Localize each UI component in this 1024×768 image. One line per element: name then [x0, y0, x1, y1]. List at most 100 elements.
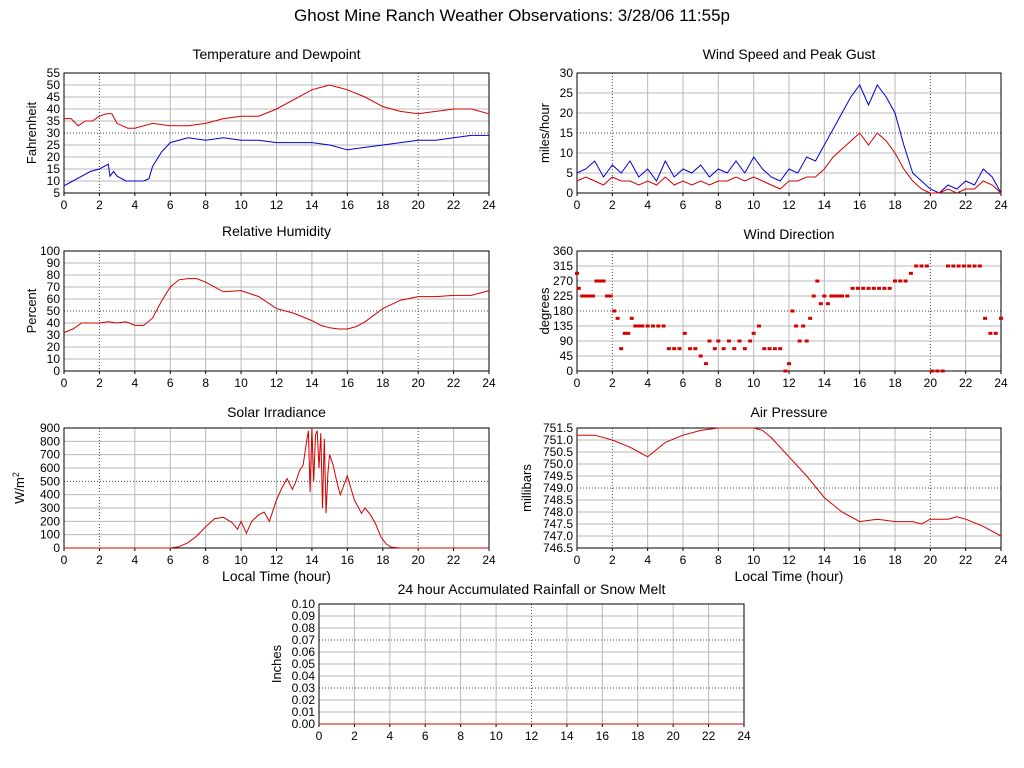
x-tick-label: 2: [96, 553, 103, 567]
wind-speed-ylabel: miles/hour: [537, 102, 552, 163]
x-tick-label: 8: [715, 198, 722, 212]
wind-direction-ylabel: degrees: [537, 287, 552, 334]
x-tick-label: 16: [853, 198, 867, 212]
wind-direction-point: [629, 316, 634, 320]
x-tick-label: 22: [959, 198, 973, 212]
y-tick-label: 0.06: [292, 645, 316, 659]
x-tick-label: 12: [270, 198, 284, 212]
x-tick-label: 18: [376, 553, 390, 567]
wind-direction-point: [661, 324, 666, 328]
wind-direction-point: [650, 324, 655, 328]
wind-direction-point: [767, 347, 772, 351]
wind-direction-point: [972, 264, 977, 268]
wind-direction-point: [893, 279, 897, 283]
wind-direction-point: [576, 286, 581, 290]
x-tick-label: 10: [234, 553, 248, 567]
x-tick-label: 4: [644, 553, 651, 567]
page-title: Ghost Mine Ranch Weather Observations: 3…: [294, 6, 730, 25]
wind-direction-point: [961, 264, 966, 268]
wind-direction-point: [587, 294, 592, 298]
wind-speed-series-0: [576, 84, 1002, 194]
x-tick-label: 12: [270, 553, 284, 567]
rainfall-chart: 24 hour Accumulated Rainfall or Snow Mel…: [269, 581, 751, 743]
humidity-title: Relative Humidity: [222, 223, 331, 239]
y-tick-label: 747.0: [543, 529, 573, 543]
y-tick-label: 749.0: [543, 481, 573, 495]
x-tick-label: 8: [202, 198, 209, 212]
wind-direction-point: [988, 331, 993, 335]
wind-direction-point: [682, 331, 687, 335]
x-tick-label: 6: [422, 729, 429, 743]
x-tick-label: 6: [680, 198, 687, 212]
wind-direction-point: [794, 324, 799, 328]
x-tick-label: 14: [305, 198, 319, 212]
wind-direction-title: Wind Direction: [743, 226, 834, 242]
wind-direction-point: [580, 294, 585, 298]
x-tick-label: 6: [680, 376, 687, 390]
wind-direction-point: [804, 339, 809, 343]
humidity-series-0: [63, 278, 490, 334]
y-tick-label: 200: [40, 514, 60, 528]
x-tick-label: 2: [96, 376, 103, 390]
y-tick-label: 0.00: [292, 717, 316, 731]
wind-direction-point: [999, 316, 1003, 320]
wind-direction-point: [619, 347, 624, 351]
x-tick-label: 4: [131, 376, 138, 390]
x-tick-label: 14: [818, 198, 832, 212]
y-tick-label: 225: [553, 289, 573, 303]
y-tick-label: 30: [560, 66, 574, 80]
y-tick-label: 748.0: [543, 505, 573, 519]
x-tick-label: 20: [411, 553, 425, 567]
wind-direction-point: [836, 294, 841, 298]
wind-direction-point: [742, 347, 747, 351]
x-tick-label: 24: [994, 376, 1008, 390]
y-tick-label: 746.5: [543, 541, 573, 555]
x-tick-label: 24: [482, 376, 496, 390]
wind-direction-point: [866, 286, 871, 290]
wind-direction-point: [825, 302, 830, 306]
x-tick-label: 20: [411, 198, 425, 212]
wind-direction-point: [877, 286, 882, 290]
y-tick-label: 135: [553, 319, 573, 333]
wind-direction-point: [840, 294, 844, 298]
wind-direction-point: [845, 294, 850, 298]
wind-direction-point: [640, 324, 645, 328]
x-tick-label: 18: [376, 198, 390, 212]
wind-direction-point: [935, 369, 940, 373]
wind-direction-point: [822, 294, 827, 298]
wind-direction-point: [887, 286, 892, 290]
wind-direction-point: [688, 347, 693, 351]
x-tick-label: 20: [411, 376, 425, 390]
y-tick-label: 5: [566, 166, 573, 180]
y-tick-label: 360: [553, 244, 573, 258]
y-tick-label: 900: [40, 421, 60, 435]
temperature-title: Temperature and Dewpoint: [192, 46, 360, 62]
x-tick-label: 18: [888, 198, 902, 212]
x-tick-label: 14: [818, 376, 832, 390]
y-tick-label: 500: [40, 474, 60, 488]
wind-direction-point: [698, 354, 703, 358]
wind-direction-point: [797, 339, 802, 343]
solar-ylabel: W/m2: [11, 472, 27, 504]
wind-direction-point: [612, 309, 617, 313]
x-tick-label: 4: [131, 553, 138, 567]
x-tick-label: 0: [61, 553, 68, 567]
wind-speed-title: Wind Speed and Peak Gust: [703, 46, 876, 62]
rainfall-ylabel: Inches: [269, 644, 284, 683]
wind-direction-point: [677, 347, 682, 351]
wind-direction-point: [811, 294, 816, 298]
y-tick-label: 10: [47, 352, 61, 366]
y-tick-label: 15: [47, 162, 61, 176]
wind-direction-point: [914, 264, 919, 268]
y-tick-label: 20: [47, 150, 61, 164]
x-tick-label: 8: [202, 553, 209, 567]
y-tick-label: 50: [47, 78, 61, 92]
x-tick-label: 24: [482, 553, 496, 567]
x-tick-label: 8: [715, 553, 722, 567]
wind-direction-point: [908, 271, 913, 275]
solar-title: Solar Irradiance: [227, 404, 326, 420]
x-tick-label: 24: [994, 553, 1008, 567]
